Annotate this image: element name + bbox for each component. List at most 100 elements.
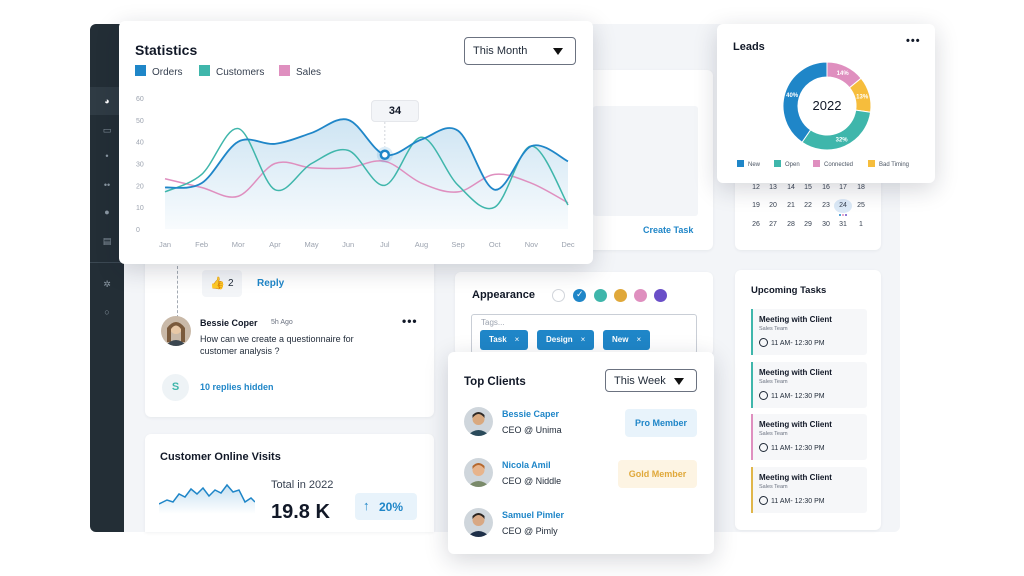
calendar-day[interactable]: 23: [822, 202, 830, 209]
task-team: Sales Team: [759, 484, 788, 490]
donut-slice-label: 13%: [856, 94, 869, 100]
task-color-bar: [751, 467, 753, 513]
clients-period-dropdown[interactable]: This Week: [605, 369, 697, 392]
leads-legend-item[interactable]: Open: [774, 160, 800, 168]
task-item[interactable]: Meeting with Client Sales Team 11 AM- 12:3…: [751, 414, 867, 460]
task-team: Sales Team: [759, 431, 788, 437]
visits-total-label: Total in 2022: [271, 479, 334, 491]
color-swatch[interactable]: [552, 289, 565, 302]
chart-tooltip: 34: [371, 100, 419, 122]
calendar-day[interactable]: 13: [769, 184, 777, 191]
task-time-label: 11 AM- 12:30 PM: [771, 340, 825, 347]
bulb-icon[interactable]: •: [105, 151, 109, 161]
calendar-day[interactable]: 17: [839, 184, 847, 191]
legend-label: Orders: [152, 67, 183, 78]
donut-slice-label: 40%: [786, 93, 799, 99]
task-time-label: 11 AM- 12:30 PM: [771, 445, 825, 452]
calendar-day[interactable]: 21: [787, 202, 795, 209]
clock-icon: [759, 338, 768, 347]
member-badge: Gold Member: [618, 460, 697, 488]
calendar-day[interactable]: 12: [752, 184, 760, 191]
like-button[interactable]: 👍 2: [202, 270, 242, 297]
client-name[interactable]: Bessie Caper: [502, 409, 560, 419]
remove-tag-icon[interactable]: ×: [514, 335, 520, 344]
color-swatch[interactable]: [614, 289, 627, 302]
avatar: [161, 316, 191, 346]
calendar-day[interactable]: 18: [857, 184, 865, 191]
task-team: Sales Team: [759, 379, 788, 385]
legend-label: Connected: [824, 162, 854, 168]
statistics-chart: 60 50 40 30 20 10 0 Jan Feb Mor Apr May Jun Jul Aug Sep…: [136, 96, 575, 249]
user-icon[interactable]: ●: [104, 207, 110, 217]
tag-label: New: [612, 335, 629, 344]
legend-label: Open: [785, 162, 800, 168]
period-dropdown[interactable]: This Month: [464, 37, 576, 65]
calendar-day[interactable]: 24: [834, 199, 852, 213]
legend-swatch: [774, 160, 781, 167]
thread-line: [177, 266, 178, 318]
color-swatch[interactable]: ✓: [573, 289, 586, 302]
upcoming-tasks-title: Upcoming Tasks: [751, 285, 827, 296]
y-tick-label: 60: [136, 96, 144, 103]
x-tick-label: Jan: [159, 240, 171, 249]
calendar-day[interactable]: 28: [787, 221, 795, 228]
thumbs-up-icon: 👍: [210, 276, 225, 290]
users-icon[interactable]: ••: [103, 180, 111, 190]
calendar-day[interactable]: 15: [804, 184, 812, 191]
calendar-day[interactable]: 16: [822, 184, 830, 191]
comments-card: 👍 2 Reply Bessie Coper 5h Ago ••• How ca…: [145, 240, 434, 417]
remove-tag-icon[interactable]: ×: [580, 335, 586, 344]
leads-legend-item[interactable]: Bad Timing: [868, 160, 909, 168]
hidden-replies-link[interactable]: 10 replies hidden: [200, 382, 274, 392]
y-tick-label: 30: [136, 162, 144, 169]
calendar-day[interactable]: 20: [769, 202, 777, 209]
task-title: Meeting with Client: [759, 473, 832, 482]
y-tick-label: 10: [136, 205, 144, 212]
client-name[interactable]: Nicola Amil: [502, 460, 551, 470]
task-item[interactable]: Meeting with Client Sales Team 11 AM- 12:3…: [751, 467, 867, 513]
task-time: 11 AM- 12:30 PM: [759, 391, 825, 400]
color-swatch[interactable]: [594, 289, 607, 302]
donut-slice-label: 14%: [837, 71, 850, 77]
calendar-day[interactable]: 27: [769, 221, 777, 228]
task-item[interactable]: Meeting with Client Sales Team 11 AM- 12:3…: [751, 362, 867, 408]
calendar-day[interactable]: 22: [804, 202, 812, 209]
create-task-link[interactable]: Create Task: [643, 225, 694, 235]
calendar-day[interactable]: 25: [857, 202, 865, 209]
tag-chip: New ×: [603, 330, 651, 350]
calendar-day[interactable]: 14: [787, 184, 795, 191]
award-icon[interactable]: ○: [104, 307, 110, 317]
tooltip-point[interactable]: [379, 149, 391, 161]
calendar-day[interactable]: 26: [752, 221, 760, 228]
avatar: [464, 407, 493, 436]
more-options-icon[interactable]: •••: [906, 35, 921, 47]
legend-swatch: [279, 65, 290, 76]
color-swatch[interactable]: [634, 289, 647, 302]
leads-legend-item[interactable]: Connected: [813, 160, 853, 168]
series-line-sales[interactable]: [164, 160, 569, 204]
gear-icon[interactable]: ✲: [103, 279, 111, 289]
series-line-customers[interactable]: [164, 127, 569, 210]
calendar-day[interactable]: 30: [822, 221, 830, 228]
task-item[interactable]: Meeting with Client Sales Team 11 AM- 12:3…: [751, 309, 867, 355]
donut-slice-new[interactable]: [782, 61, 828, 143]
legend-item-sales[interactable]: Sales: [279, 65, 321, 78]
document-icon[interactable]: ▤: [102, 236, 112, 246]
calendar-day[interactable]: 31: [839, 221, 847, 228]
legend-item-customers[interactable]: Customers: [199, 65, 264, 78]
legend-item-orders[interactable]: Orders: [135, 65, 183, 78]
sidebar-active-item[interactable]: [90, 87, 124, 115]
client-name[interactable]: Samuel Pimler: [502, 510, 565, 520]
more-options-icon[interactable]: •••: [402, 314, 418, 328]
client-role: CEO @ Pimly: [502, 526, 558, 536]
calendar-day[interactable]: 29: [804, 221, 812, 228]
calendar-day[interactable]: 1: [859, 221, 863, 228]
color-swatch[interactable]: [654, 289, 667, 302]
remove-tag-icon[interactable]: ×: [636, 335, 642, 344]
series-line-orders[interactable]: [164, 118, 569, 191]
pie-chart-icon[interactable]: ◕: [104, 96, 110, 106]
calendar-day[interactable]: 19: [752, 202, 760, 209]
mail-icon[interactable]: ▭: [102, 125, 112, 135]
reply-link[interactable]: Reply: [257, 278, 285, 289]
leads-legend-item[interactable]: New: [737, 160, 760, 168]
